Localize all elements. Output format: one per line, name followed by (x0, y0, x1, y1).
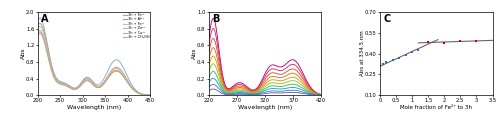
3h + Fe²⁺ (37, 26, 43, 27)
3h + CH₃OH (101, 83, 107, 84)
3h + Zn²⁺ (34, 32, 40, 34)
3h + Fe³⁺ (37, 17, 43, 19)
3h + Al³⁺ (64, 84, 70, 85)
Point (424, 41, 432, 43)
3h + Cu²⁺ (120, 74, 126, 76)
3h + Cu²⁺ (37, 31, 43, 33)
3h + Fe³⁺ (120, 65, 126, 67)
3h + Fe³⁺ (54, 79, 60, 80)
3h + Al³⁺ (101, 81, 107, 83)
X-axis label: Mole fraction of Fe²⁺ to 3h: Mole fraction of Fe²⁺ to 3h (400, 105, 472, 110)
3h + Al³⁺ (120, 72, 126, 73)
3h + Al³⁺ (54, 80, 60, 81)
Point (472, 40, 480, 42)
Text: C: C (384, 14, 390, 24)
3h + Fe²⁺ (147, 94, 153, 96)
Point (424, 42, 432, 43)
3h + CH₃OH (34, 35, 40, 37)
3h + Fe³⁺ (110, 61, 116, 63)
3h + Cu²⁺ (86, 80, 91, 81)
Line: 3h + Fe²⁺: 3h + Fe²⁺ (38, 27, 150, 95)
3h + Al³⁺ (110, 68, 116, 70)
3h + CH₃OH (37, 33, 43, 34)
Point (402, 54, 409, 56)
3h + Zn²⁺ (147, 94, 153, 96)
Point (388, 59, 396, 61)
3h + Zn²⁺ (101, 82, 107, 84)
3h + Fe²⁺ (101, 82, 107, 83)
3h + Al³⁺ (37, 23, 43, 24)
Text: A: A (41, 14, 48, 24)
3h + Cu²⁺ (101, 83, 107, 84)
3h + Zn²⁺ (110, 71, 116, 72)
Line: 3h + Al³⁺: 3h + Al³⁺ (38, 23, 150, 95)
Point (414, 49, 422, 51)
3h + Cu²⁺ (64, 85, 70, 87)
3h + Fe²⁺ (64, 84, 70, 86)
Text: B: B (212, 14, 220, 24)
Y-axis label: Abs: Abs (21, 48, 26, 59)
Point (456, 40, 464, 42)
3h + Zn²⁺ (37, 30, 43, 31)
X-axis label: Wavelength (nm): Wavelength (nm) (66, 105, 121, 110)
3h + CH₃OH (110, 72, 116, 73)
3h + Fe²⁺ (86, 79, 91, 80)
Point (395, 57, 403, 59)
Point (379, 63, 387, 65)
3h + Fe³⁺ (64, 83, 70, 85)
3h + Fe³⁺ (86, 77, 91, 78)
3h + Zn²⁺ (64, 85, 70, 86)
3h + Al³⁺ (86, 78, 91, 79)
Line: 3h + Fe³⁺: 3h + Fe³⁺ (38, 18, 150, 95)
3h + Fe²⁺ (110, 69, 116, 71)
3h + Cu²⁺ (147, 94, 153, 96)
3h + Zn²⁺ (86, 80, 91, 81)
3h + CH₃OH (64, 85, 70, 87)
Y-axis label: Abs: Abs (192, 48, 197, 59)
3h + CH₃OH (120, 75, 126, 76)
3h + Fe³⁺ (34, 20, 40, 22)
3h + Zn²⁺ (54, 81, 60, 83)
Y-axis label: Abs at 334.5 nm: Abs at 334.5 nm (360, 31, 365, 76)
Line: 3h + CH₃OH: 3h + CH₃OH (38, 33, 150, 95)
Point (382, 61, 390, 63)
3h + CH₃OH (86, 80, 91, 82)
3h + CH₃OH (147, 94, 153, 96)
3h + CH₃OH (54, 82, 60, 83)
3h + Fe³⁺ (101, 78, 107, 79)
X-axis label: Wavelength (nm): Wavelength (nm) (238, 105, 292, 110)
Point (408, 51, 416, 53)
Legend: 3h + Fe³⁺, 3h + Al³⁺, 3h + Fe²⁺, 3h + Zn²⁺, 3h + Cu²⁺, 3h + CH₃OH: 3h + Fe³⁺, 3h + Al³⁺, 3h + Fe²⁺, 3h + Zn… (123, 13, 150, 39)
Point (440, 42, 448, 44)
Line: 3h + Zn²⁺: 3h + Zn²⁺ (38, 30, 150, 95)
3h + Al³⁺ (34, 25, 40, 27)
3h + Fe²⁺ (54, 81, 60, 82)
3h + Fe³⁺ (147, 94, 153, 96)
3h + Zn²⁺ (120, 74, 126, 75)
3h + Fe²⁺ (34, 28, 40, 30)
3h + Cu²⁺ (54, 82, 60, 83)
Line: 3h + Cu²⁺: 3h + Cu²⁺ (38, 32, 150, 95)
3h + Cu²⁺ (110, 71, 116, 73)
3h + Fe²⁺ (120, 72, 126, 74)
3h + Cu²⁺ (34, 34, 40, 35)
3h + Al³⁺ (147, 94, 153, 96)
